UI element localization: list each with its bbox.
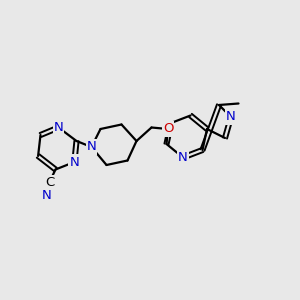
Text: O: O <box>163 122 173 136</box>
Text: N: N <box>87 140 96 154</box>
Text: N: N <box>54 121 63 134</box>
Text: C: C <box>45 176 54 189</box>
Text: N: N <box>42 189 52 203</box>
Text: N: N <box>226 110 236 124</box>
Text: N: N <box>178 151 188 164</box>
Text: N: N <box>70 155 79 169</box>
